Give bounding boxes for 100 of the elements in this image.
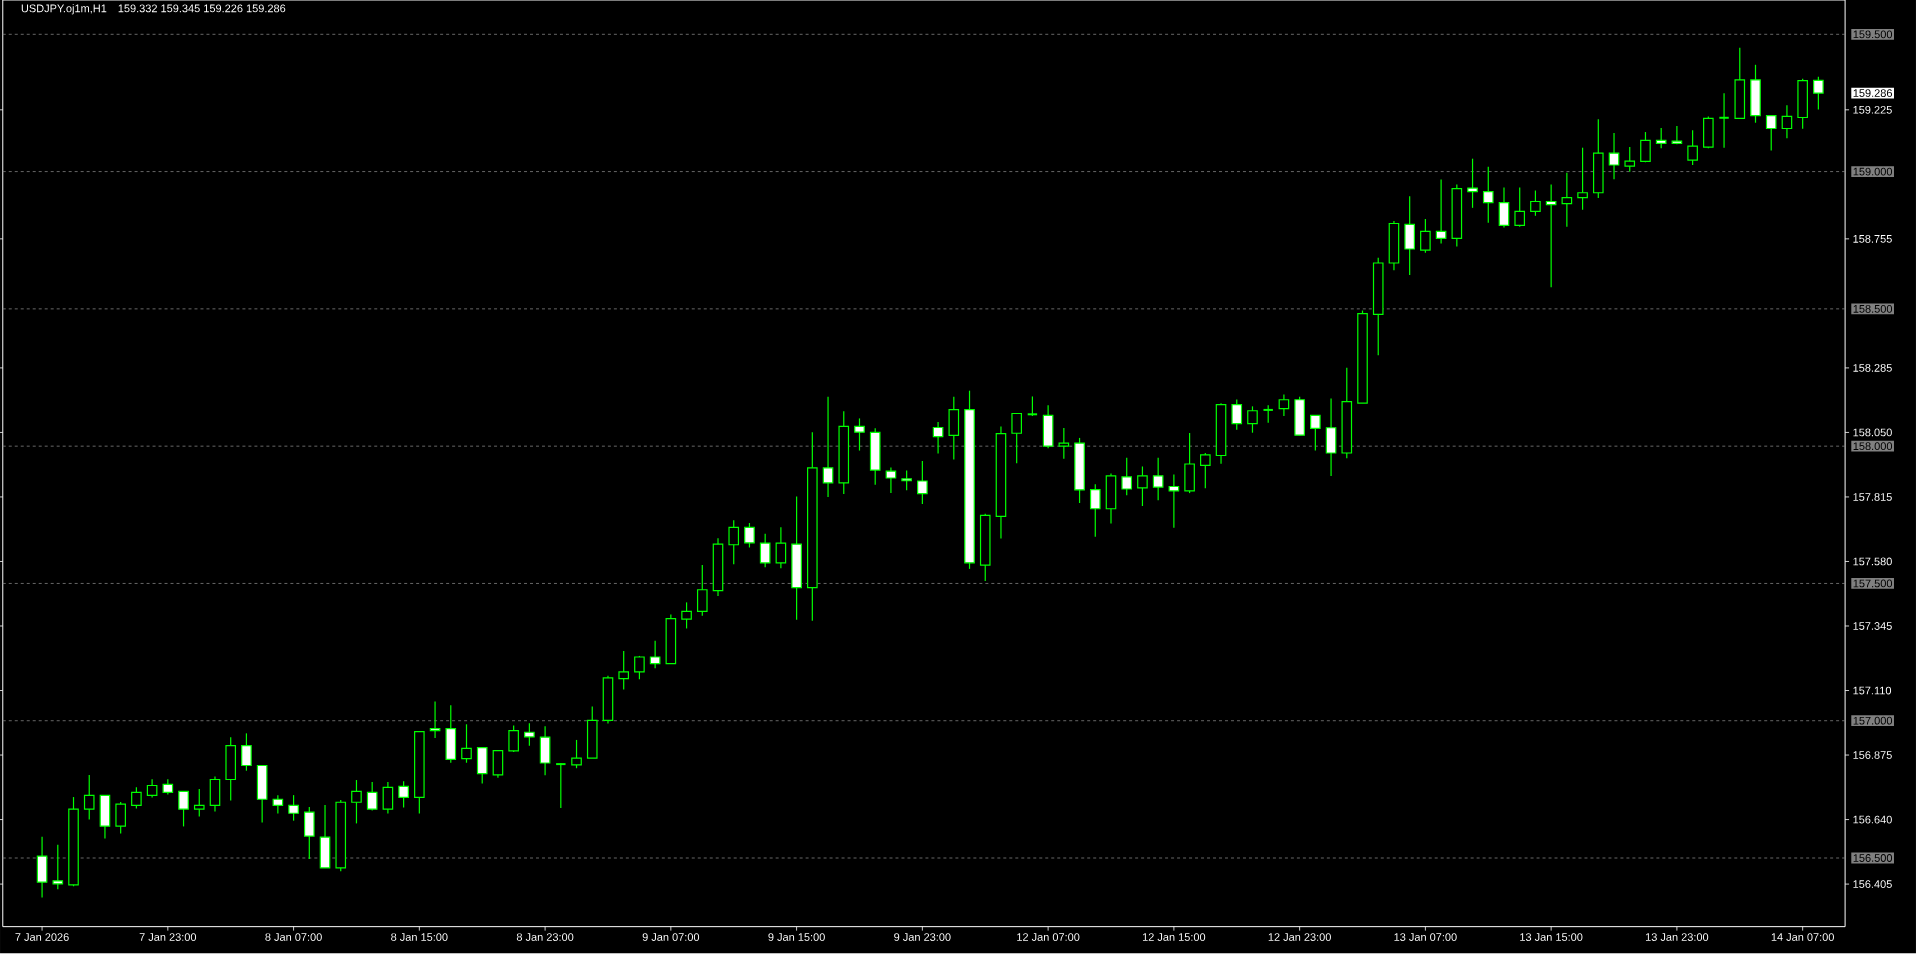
candlestick (571, 739, 582, 770)
candlestick (1137, 466, 1148, 507)
y-tick-label: 158.755 (1853, 235, 1892, 243)
x-tick-label: 8 Jan 15:00 (391, 933, 448, 942)
candlestick (461, 723, 472, 764)
candlestick (1561, 172, 1573, 228)
candlestick (1498, 187, 1510, 229)
y-tick-label: 156.405 (1853, 880, 1892, 889)
x-tick-label: 12 Jan 15:00 (1142, 933, 1206, 942)
candlestick (1152, 457, 1164, 502)
candlestick (744, 522, 755, 549)
candlestick (1687, 129, 1698, 166)
y-tick-label: 157.345 (1853, 622, 1892, 631)
x-tick-label: 9 Jan 07:00 (642, 933, 700, 942)
chart-title: USDJPY.oj1m,H1 (21, 4, 107, 15)
candlestick (775, 526, 787, 570)
candlestick (1310, 414, 1321, 452)
x-tick-label: 13 Jan 07:00 (1394, 933, 1457, 942)
candlestick (696, 564, 708, 617)
y-tick-label: 156.875 (1853, 751, 1892, 760)
candlestick (1058, 427, 1070, 460)
candlestick (1640, 131, 1651, 164)
candlestick (885, 467, 897, 494)
y-tick-label: 156.640 (1853, 815, 1892, 824)
candlestick (351, 779, 362, 825)
chart-subtitle: 159.332 159.345 159.226 159.286 (118, 4, 286, 13)
x-tick-label: 7 Jan 23:00 (139, 933, 197, 942)
x-tick-label: 12 Jan 23:00 (1268, 933, 1331, 942)
x-tick-label: 13 Jan 15:00 (1520, 933, 1583, 942)
x-tick-label: 12 Jan 07:00 (1017, 933, 1080, 942)
candlestick (146, 778, 158, 799)
candlestick (131, 786, 142, 810)
ref-line-label: 157.500 (1853, 579, 1893, 588)
candlestick (1655, 127, 1667, 150)
x-tick-label: 8 Jan 23:00 (516, 933, 574, 942)
y-tick-label: 157.580 (1853, 557, 1892, 566)
candlestick (634, 655, 645, 681)
candlestick (1530, 190, 1541, 217)
ref-line-label: 156.500 (1853, 854, 1893, 863)
candlestick (1577, 147, 1588, 211)
candlestick (429, 701, 441, 739)
candlestick (822, 396, 834, 498)
candlestick (932, 421, 944, 455)
y-tick-label: 157.815 (1853, 493, 1892, 502)
candlestick (508, 724, 519, 753)
candlestick (854, 418, 865, 452)
candlestick (1608, 132, 1620, 181)
text: 159.286 (1853, 89, 1893, 98)
candlestick (1089, 483, 1101, 538)
candlestick (1011, 413, 1022, 464)
candlestick (917, 460, 928, 505)
candlestick (1467, 158, 1478, 209)
candlestick (272, 794, 284, 815)
candlestick (398, 780, 409, 809)
candlestick (288, 794, 299, 822)
candlestick (382, 781, 394, 815)
candlestick (524, 722, 535, 747)
candlestick (555, 762, 567, 809)
candlestick (1514, 187, 1526, 228)
candlestick (759, 533, 771, 569)
candlestick (1247, 405, 1258, 434)
candlestick (178, 790, 189, 828)
ref-line-label: 157.000 (1853, 717, 1893, 725)
candlestick (1278, 394, 1290, 417)
candlestick (1718, 92, 1730, 149)
y-tick-label: 158.050 (1853, 428, 1892, 437)
candlestick (52, 844, 64, 891)
candlestick (193, 788, 205, 818)
ref-line-label: 158.500 (1853, 305, 1893, 313)
candlestick (618, 650, 630, 691)
candlestick (1813, 76, 1824, 111)
x-tick-label: 14 Jan 07:00 (1771, 933, 1834, 942)
candlestick (1200, 452, 1211, 489)
candlestick (1121, 457, 1133, 497)
x-tick-label: 13 Jan 23:00 (1645, 933, 1709, 942)
candlestick (1624, 146, 1636, 173)
x-tick-label: 9 Jan 23:00 (894, 933, 951, 942)
candlestick (303, 806, 315, 860)
candlestick (681, 601, 692, 630)
x-tick-label: 8 Jan 07:00 (265, 933, 322, 942)
y-tick-label: 158.285 (1853, 364, 1892, 372)
candlestick (1545, 184, 1557, 288)
ref-line-label: 159.000 (1853, 167, 1893, 176)
y-tick-label: 159.225 (1853, 106, 1892, 114)
candlestick (1026, 396, 1039, 417)
x-tick-label: 7 Jan 2026 (15, 933, 69, 942)
candlestick (366, 781, 378, 812)
candlestick (728, 519, 740, 566)
candlestick (901, 470, 912, 492)
candlestick (1482, 166, 1494, 224)
x-tick-label: 9 Jan 15:00 (768, 933, 825, 942)
candlestick (1168, 474, 1180, 529)
candlestick (83, 774, 95, 821)
candlestick (241, 732, 252, 772)
ref-line-label: 159.500 (1853, 30, 1893, 39)
candlestick (1231, 399, 1243, 431)
candlestick (1435, 179, 1447, 245)
ref-line-label: 158.000 (1853, 442, 1893, 451)
candlestick (1420, 218, 1431, 254)
candlestick (649, 640, 661, 670)
